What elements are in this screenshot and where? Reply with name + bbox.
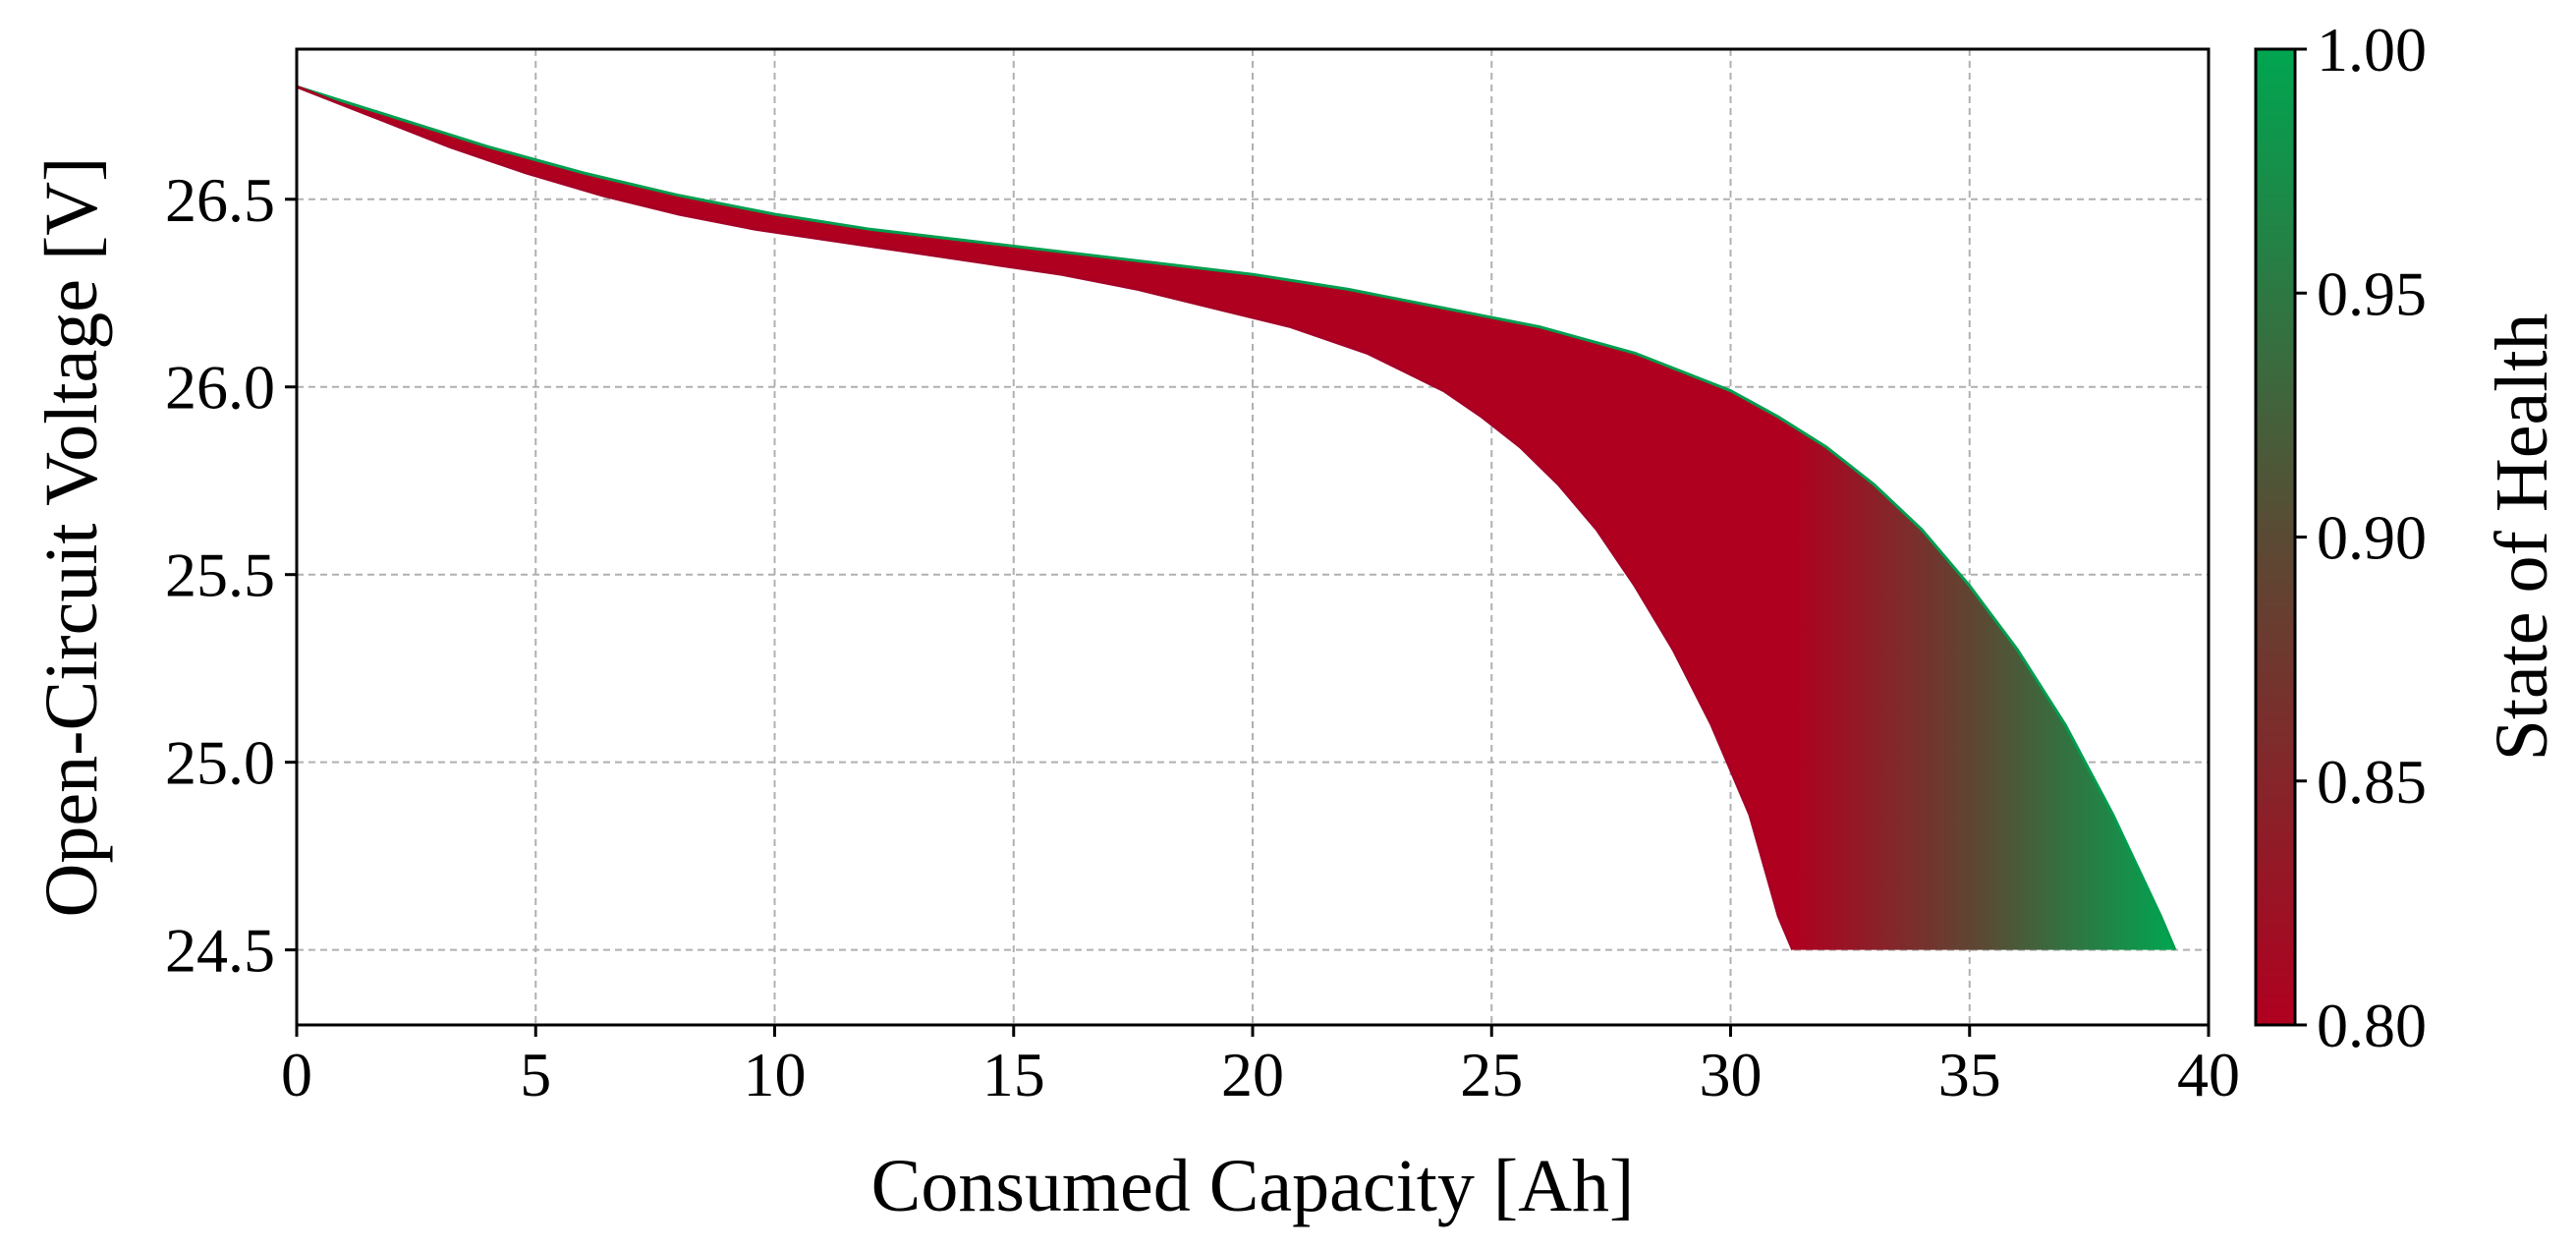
colorbar-tick-label: 0.85	[2317, 747, 2427, 817]
series-line-soh-low	[296, 85, 1795, 951]
x-tick-label: 25	[1460, 1040, 1523, 1109]
colorbar-ticks: 0.80 0.85 0.90 0.95 1.00	[2295, 15, 2427, 1060]
x-tick-label: 5	[520, 1040, 551, 1109]
x-tick-label: 35	[1938, 1040, 2001, 1109]
colorbar-tick-label: 0.95	[2317, 258, 2427, 328]
x-tick-label: 10	[744, 1040, 807, 1109]
colorbar-tick-label: 0.80	[2317, 991, 2427, 1060]
x-tick-label: 0	[281, 1040, 312, 1109]
x-tick-label: 20	[1221, 1040, 1284, 1109]
colorbar-label: State of Health	[2481, 313, 2563, 762]
y-tick-label: 24.5	[165, 916, 275, 986]
x-tick-label: 30	[1700, 1040, 1763, 1109]
series-line-soh-high	[296, 85, 2177, 951]
colorbar-tick-label: 0.90	[2317, 503, 2427, 573]
colorbar-tick-label: 1.00	[2317, 15, 2427, 85]
y-axis-label: Open-Circuit Voltage [V]	[30, 157, 113, 918]
y-tick-label: 25.5	[165, 540, 275, 610]
y-tick-label: 26.0	[165, 353, 275, 423]
colorbar	[2254, 47, 2297, 1027]
x-tick-label: 15	[982, 1040, 1045, 1109]
y-axis: 24.5 25.0 25.5 26.0 26.5	[165, 165, 297, 986]
y-tick-label: 26.5	[165, 165, 275, 235]
x-axis: 0 5 10 15 20 25 30 35 40	[281, 1025, 2240, 1109]
soh-band-area	[297, 86, 2175, 950]
x-axis-label: Consumed Capacity [Ah]	[871, 1145, 1635, 1227]
y-tick-label: 25.0	[165, 728, 275, 798]
x-tick-label: 40	[2177, 1040, 2240, 1109]
